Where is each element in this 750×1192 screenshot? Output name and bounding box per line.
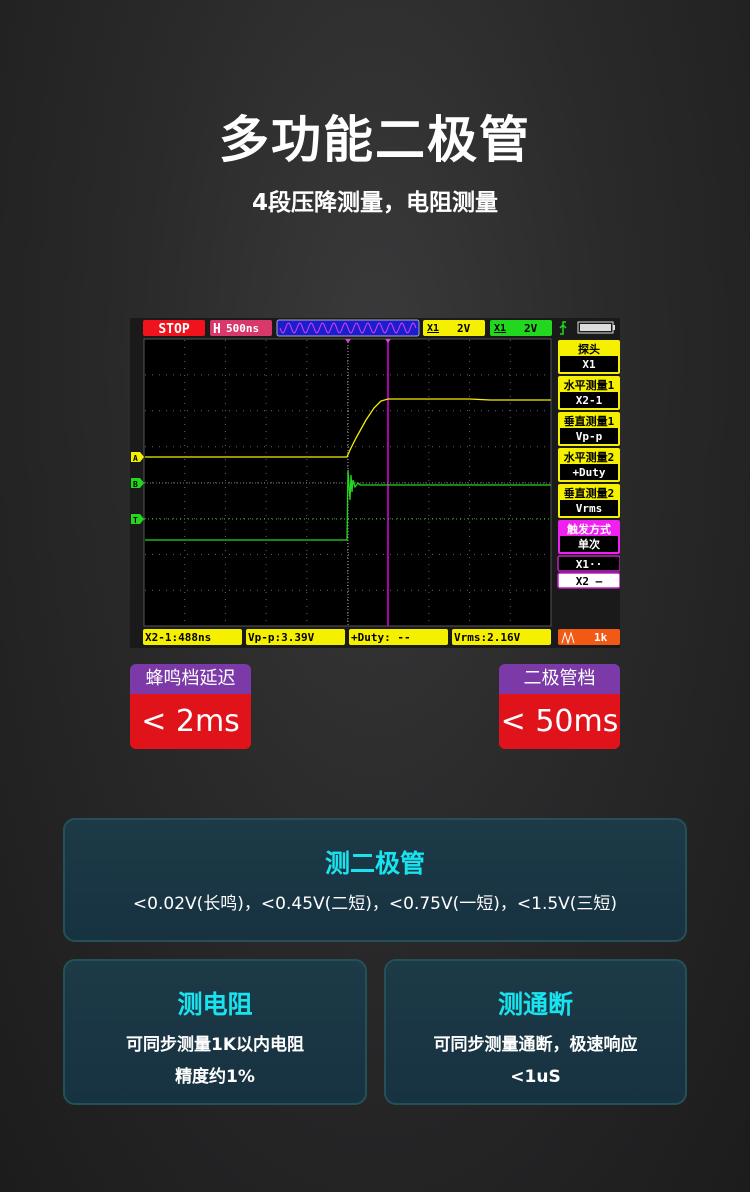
sine-preview-icon [279, 322, 417, 334]
ch2-probe: X1 [494, 323, 506, 334]
side-menu-value: X1 [582, 358, 596, 371]
card-title: 测电阻 [177, 990, 253, 1019]
trigger-edge-icon [559, 321, 567, 335]
side-menu-item[interactable]: 探头 X1 [558, 340, 620, 374]
svg-text:B: B [133, 480, 138, 489]
timebase-prefix: H [213, 322, 221, 337]
timebase-badge[interactable] [210, 320, 272, 336]
cursor1-label: X1·· [576, 558, 603, 571]
card-diode: 测二极管 <0.02V(长鸣)，<0.45V(二短)，<0.75V(一短)，<1… [63, 818, 687, 942]
badge-label: 蜂鸣档延迟 [130, 664, 251, 694]
side-menu-item[interactable]: 垂直测量1 Vp-p [558, 412, 620, 446]
svg-text:T: T [133, 516, 138, 525]
card-continuity: 测通断 可同步测量通断，极速响应 <1uS [384, 959, 687, 1105]
badge-label: 二极管档 [499, 664, 620, 694]
stop-badge[interactable] [143, 320, 205, 336]
card-text: 精度约1% [175, 1067, 255, 1087]
card-title: 测通断 [497, 990, 573, 1019]
page-subtitle: 4段压降测量，电阻测量 [251, 190, 498, 216]
card-resistance: 测电阻 可同步测量1K以内电阻 精度约1% [63, 959, 367, 1105]
side-menu-value: Vp-p [576, 430, 603, 443]
side-menu-value: +Duty [572, 466, 605, 479]
diode-mode-badge: 二极管档 < 50ms [499, 664, 620, 749]
cursor1-button[interactable]: X1·· [557, 555, 620, 572]
measurement-text: +Duty: -- [351, 631, 411, 644]
ch1-trace [145, 398, 551, 458]
measurement-readout: Vp-p:3.39V [246, 629, 345, 645]
generator-badge[interactable] [558, 629, 620, 645]
card-text: 可同步测量1K以内电阻 [125, 1035, 304, 1055]
ch2-scale-badge[interactable] [490, 320, 552, 336]
side-menu-value: 单次 [578, 537, 600, 551]
badge-value: < 2ms [130, 694, 251, 749]
ch1-scale: 2V [457, 322, 471, 335]
measurement-readout: X2-1:488ns [143, 629, 242, 645]
ch1-probe: X1 [427, 323, 439, 334]
buzzer-delay-badge: 蜂鸣档延迟 < 2ms [130, 664, 251, 749]
side-menu-item[interactable]: 水平测量1 X2-1 [558, 376, 620, 410]
measurement-text: X2-1:488ns [145, 631, 211, 644]
measurement-bar: X2-1:488ns Vp-p:3.39V +Duty: -- Vrms:2.16V [143, 629, 551, 645]
card-text: 可同步测量通断，极速响应 [433, 1035, 638, 1055]
card-text: <0.02V(长鸣)，<0.45V(二短)，<0.75V(一短)，<1.5V(三… [132, 894, 618, 914]
ch2-scale: 2V [524, 322, 538, 335]
card-text: <1uS [510, 1067, 561, 1087]
side-menu-label: 探头 [578, 342, 600, 356]
side-menu-label: 垂直测量2 [564, 486, 615, 500]
side-menu: 探头 X1 水平测量1 X2-1 垂直测量1 Vp-p 水平测量2 +Duty 垂直测量2 Vrm… [557, 340, 620, 589]
cursor2-button[interactable]: X2 — [557, 572, 620, 589]
side-menu-label: 触发方式 [566, 522, 611, 536]
battery-icon [577, 321, 615, 334]
badge-value: < 50ms [499, 694, 620, 749]
card-title: 测二极管 [324, 849, 425, 878]
measurement-readout: Vrms:2.16V [452, 629, 551, 645]
side-menu-item[interactable]: 垂直测量2 Vrms [558, 484, 620, 518]
ch2-trace [145, 469, 551, 541]
side-menu-value: X2-1 [576, 394, 603, 407]
cursor2-label: X2 — [576, 575, 603, 588]
measurement-text: Vp-p:3.39V [248, 631, 315, 644]
ch1-scale-badge[interactable] [423, 320, 485, 336]
side-menu-value: Vrms [576, 502, 603, 515]
side-menu-label: 水平测量2 [564, 450, 615, 464]
side-menu-label: 水平测量1 [564, 378, 615, 392]
marker-b[interactable]: B [131, 478, 144, 489]
svg-text:A: A [133, 454, 138, 463]
side-menu-item[interactable]: 水平测量2 +Duty [558, 448, 620, 482]
oscilloscope-screen: STOP H 500ns X1 2V X1 2V A B T 探头 X1 水平测量1… [130, 318, 620, 648]
page-title: 多功能二极管 [219, 111, 531, 169]
square-wave-icon [561, 631, 575, 645]
marker-t[interactable]: T [131, 514, 144, 525]
side-menu-label: 垂直测量1 [564, 414, 615, 428]
marker-a[interactable]: A [131, 452, 144, 463]
measurement-readout: +Duty: -- [349, 629, 448, 645]
measurement-text: Vrms:2.16V [454, 631, 521, 644]
timebase-value: 500ns [226, 322, 259, 335]
status-text: STOP [158, 322, 189, 337]
generator-freq: 1k [594, 631, 608, 644]
